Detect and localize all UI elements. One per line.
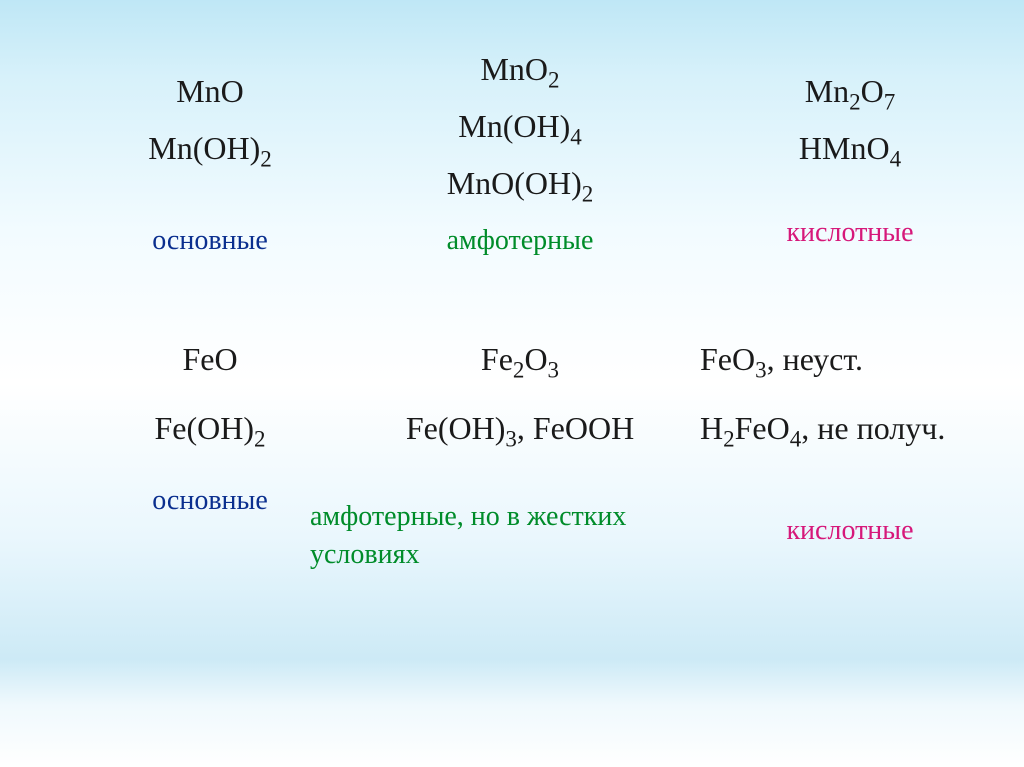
fe-col2-formulas: Fe2O3 Fe(OH)3, FeOOH — [370, 338, 670, 450]
formula: Mn(OH)4 — [458, 105, 582, 148]
fe-col3-formulas: FeO3, неуст. H2FeO4, не получ. — [700, 338, 1020, 450]
fe-col2-label: амфотерные, но в жестких условиях — [310, 498, 630, 574]
mn-col2-formulas: MnO2 Mn(OH)4 MnO(OH)2 — [370, 48, 670, 206]
mn-col1-formulas: MnO Mn(OH)2 — [80, 70, 340, 170]
formula: H2FeO4, не получ. — [700, 407, 945, 450]
mn-col3-label: кислотные — [700, 214, 1000, 252]
fe-col1-label: основные — [80, 482, 340, 520]
fe-col1-formulas: FeO Fe(OH)2 — [80, 338, 340, 450]
formula: Fe2O3 — [481, 338, 559, 381]
formula: FeO3, неуст. — [700, 338, 863, 381]
formula: MnO2 — [480, 48, 559, 91]
formula: FeO — [182, 338, 237, 381]
formula: MnO — [176, 70, 244, 113]
formula: Mn(OH)2 — [148, 127, 272, 170]
formula: Fe(OH)2 — [154, 407, 265, 450]
formula: Mn2O7 — [805, 70, 896, 113]
formula: Fe(OH)3, FeOOH — [406, 407, 634, 450]
mn-col1-label: основные — [80, 222, 340, 260]
fe-col3-label: кислотные — [700, 512, 1000, 550]
formula: HMnO4 — [799, 127, 901, 170]
formula: MnO(OH)2 — [447, 162, 594, 205]
slide: MnO Mn(OH)2 основные MnO2 Mn(OH)4 MnO(OH… — [0, 0, 1024, 767]
mn-col2-label: амфотерные — [370, 222, 670, 260]
mn-col3-formulas: Mn2O7 HMnO4 — [700, 70, 1000, 170]
